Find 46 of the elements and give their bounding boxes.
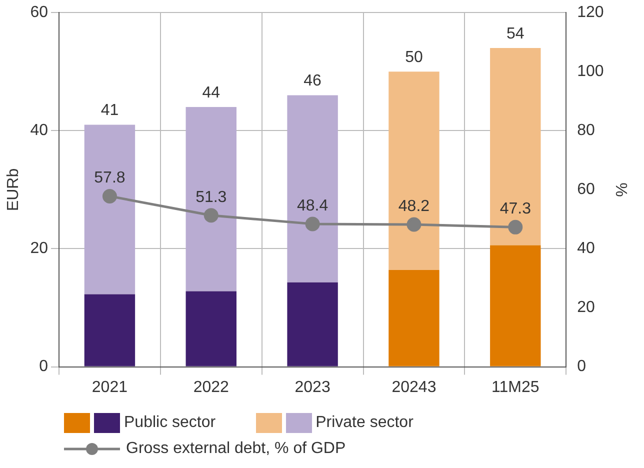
data-label: 57.8 (94, 170, 126, 187)
x-tick-label: 2022 (193, 378, 230, 396)
bar (490, 245, 541, 366)
point (406, 217, 422, 232)
y-tick-label: 60 (30, 4, 48, 22)
bar (287, 282, 338, 366)
x-tick-label: 20243 (392, 378, 436, 396)
point (204, 208, 218, 223)
legend-label: Gross external debt, % of GDP (126, 440, 346, 458)
total-label: 54 (506, 25, 524, 42)
bar (186, 291, 236, 366)
y2-tick-label: 20 (577, 299, 596, 316)
y2-tick-label: 40 (577, 240, 596, 258)
bar (388, 72, 440, 270)
y2-tick-label: 120 (577, 4, 604, 22)
y2-tick-label: 60 (577, 181, 596, 198)
total-label: 50 (405, 49, 423, 66)
data-label: 51.3 (196, 188, 227, 206)
total-label: 41 (100, 102, 119, 120)
y-axis-title: EURb (5, 168, 22, 212)
bar (287, 95, 338, 282)
bar (84, 294, 136, 366)
x-tick-label: 11M25 (492, 378, 540, 396)
bar (388, 270, 440, 366)
y2-axis-title: % (612, 182, 629, 197)
bar (490, 48, 541, 246)
bar (186, 107, 236, 292)
bar (84, 124, 136, 294)
legend-label: Public sector (124, 414, 216, 432)
data-label: 47.3 (500, 200, 532, 218)
point (305, 216, 320, 232)
point (508, 220, 523, 234)
total-label: 44 (202, 84, 220, 102)
y-tick-label: 40 (30, 122, 48, 140)
x-tick-label: 2023 (294, 378, 330, 396)
y2-tick-label: 0 (577, 358, 586, 376)
point (102, 188, 117, 204)
data-label: 48.2 (398, 198, 430, 215)
data-label: 48.4 (296, 197, 328, 214)
legend-label: Private sector (316, 414, 414, 432)
y-tick-label: 0 (39, 358, 48, 376)
y2-tick-label: 80 (577, 122, 596, 140)
y-tick-label: 20 (30, 240, 48, 258)
x-tick-label: 2021 (92, 378, 128, 396)
y2-tick-label: 100 (577, 63, 604, 80)
total-label: 46 (304, 72, 322, 90)
